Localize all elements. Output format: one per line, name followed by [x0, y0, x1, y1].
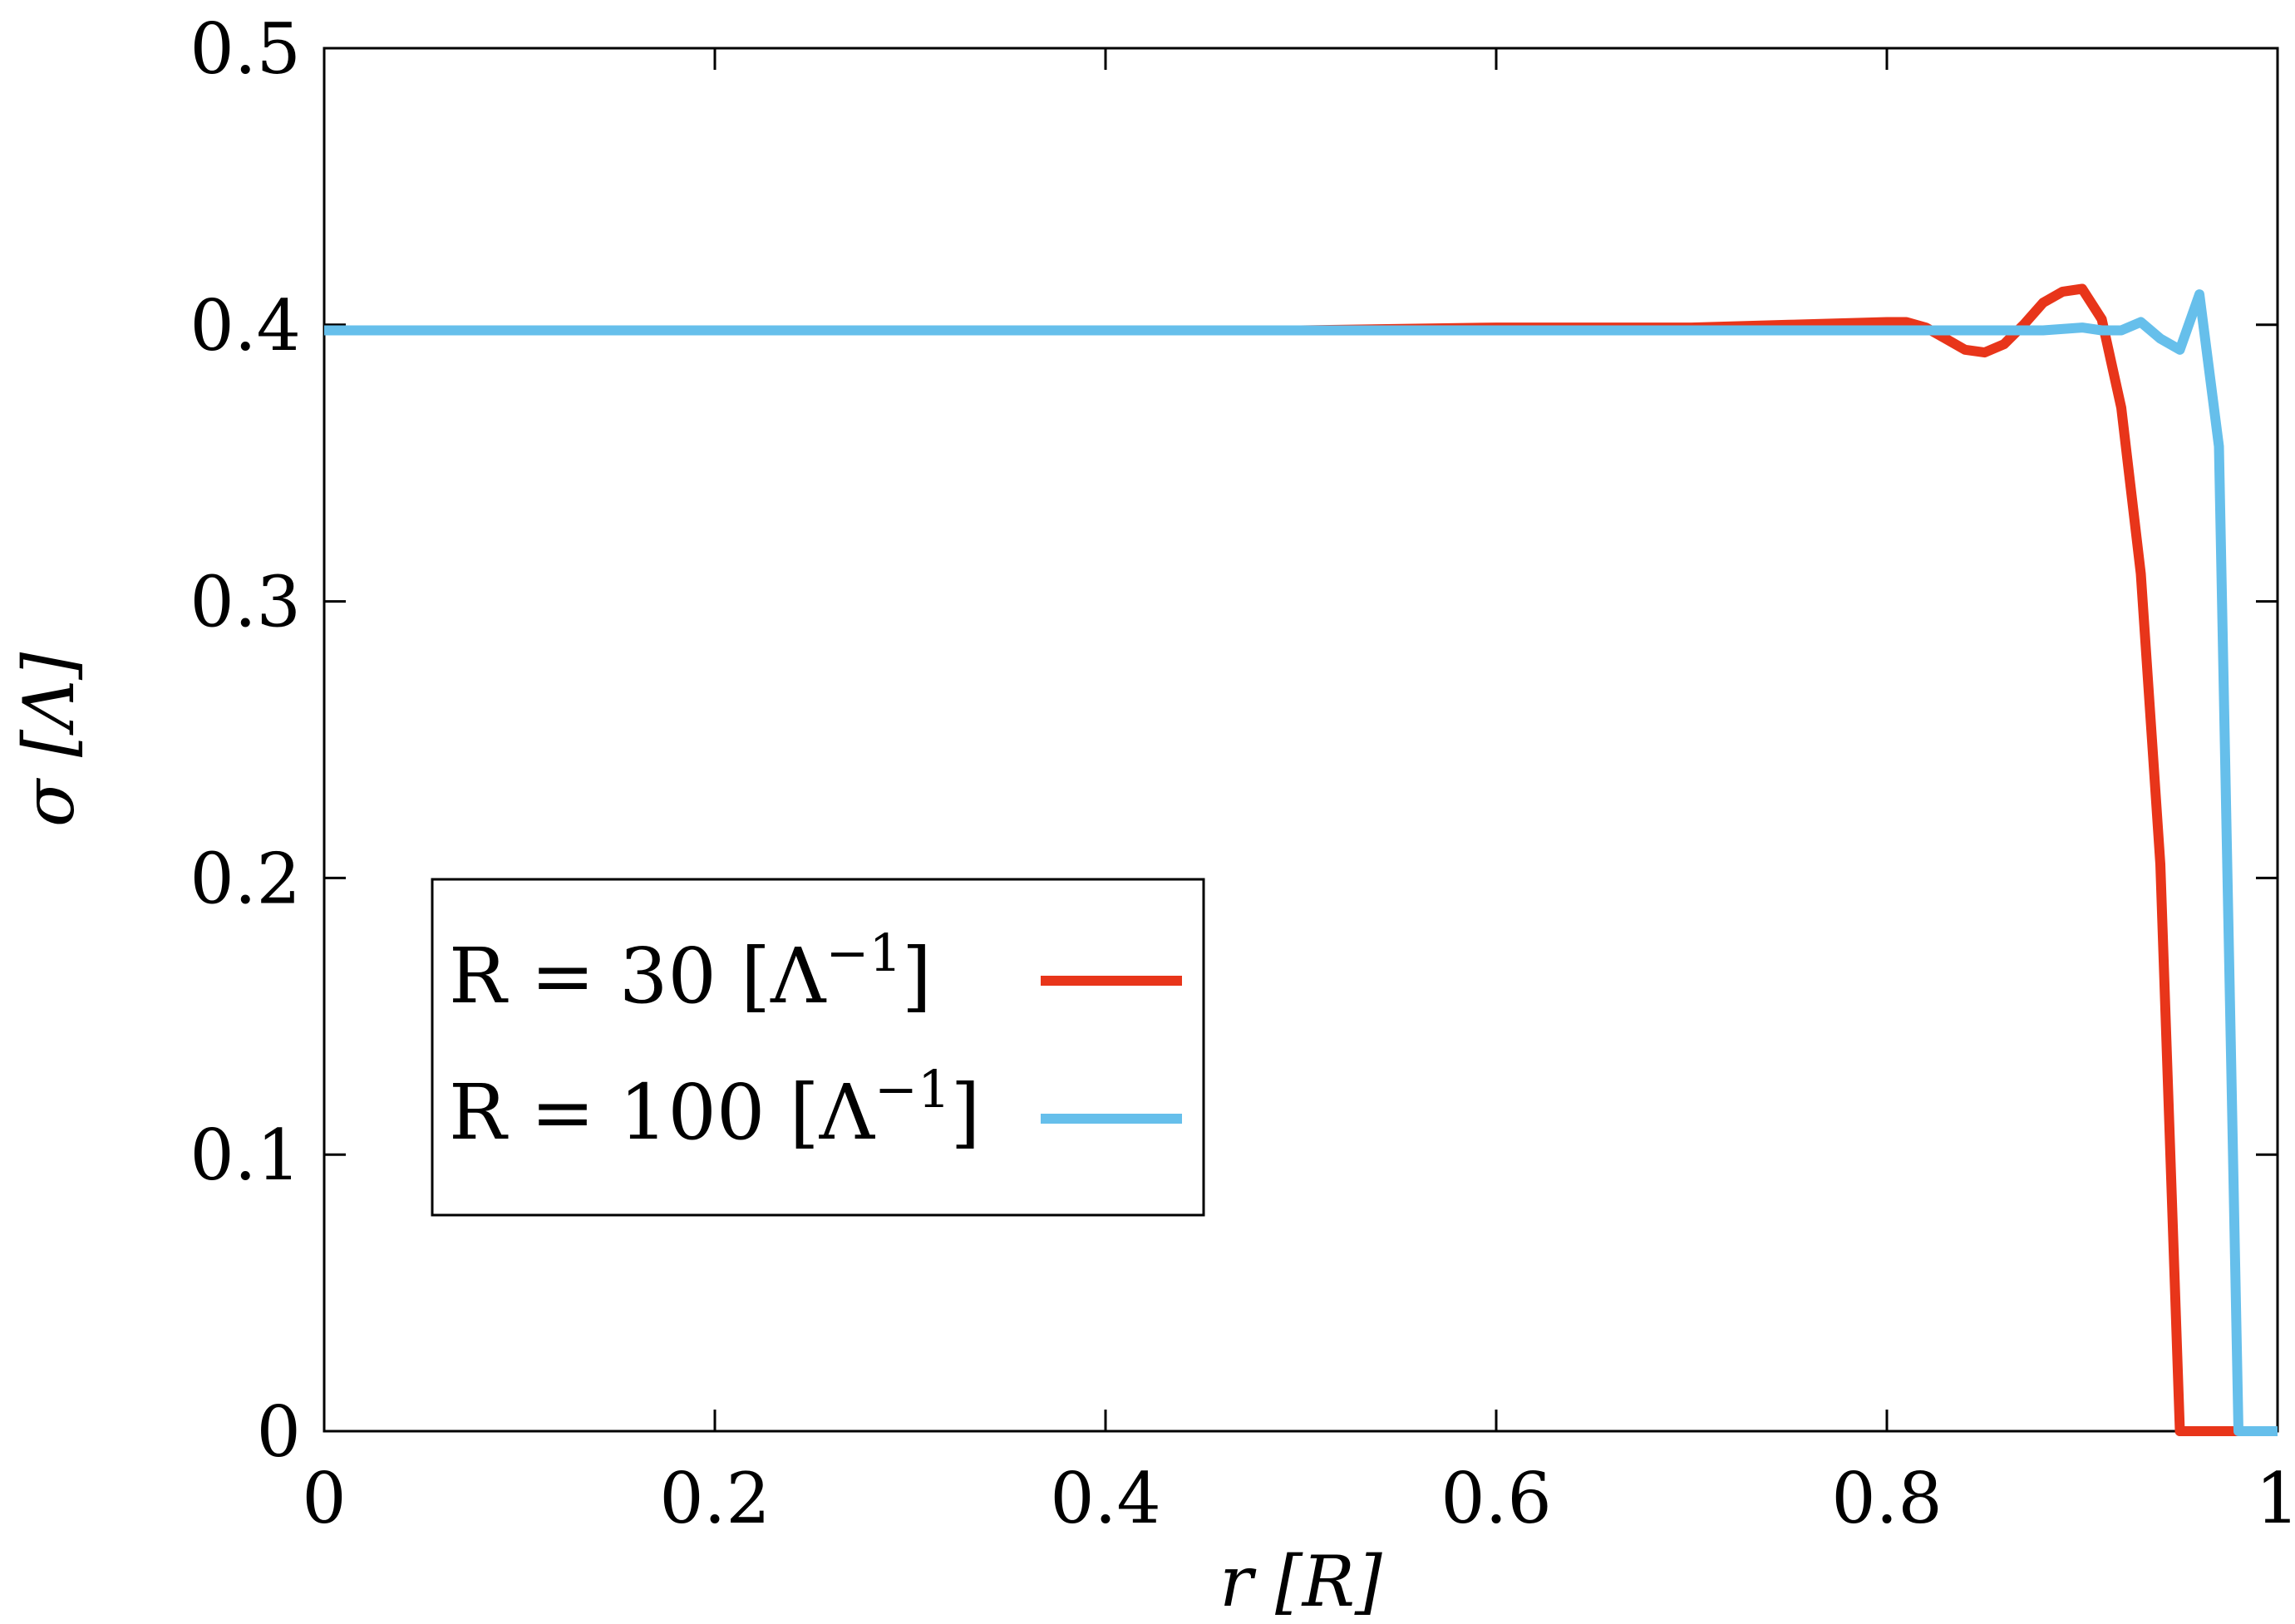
x-tick-label: 0.6 — [1441, 1458, 1552, 1539]
legend-box — [431, 878, 1205, 1217]
legend-label-r100: R = 100 [Λ−1] — [449, 1059, 980, 1157]
legend: R = 30 [Λ−1] R = 100 [Λ−1] — [431, 878, 1205, 1217]
x-tick-label: 0.2 — [659, 1458, 771, 1539]
x-tick-label: 1 — [2255, 1458, 2295, 1539]
legend-label-r100-main: R = 100 [Λ — [449, 1068, 876, 1157]
series-lines — [324, 283, 2278, 1436]
y-tick-label: 0.3 — [190, 562, 301, 643]
axis-tick-labels: 0 0.2 0.4 0.6 0.8 1 0 0.1 0.2 0.3 0.4 0.5 — [190, 8, 2295, 1539]
legend-label-r30-main: R = 30 [Λ — [449, 932, 827, 1021]
y-tick-label: 0.5 — [190, 8, 301, 90]
x-axis-label: r [R] — [1219, 1541, 1382, 1622]
legend-label-r30: R = 30 [Λ−1] — [449, 923, 932, 1021]
legend-label-r30-close: ] — [902, 932, 932, 1021]
legend-label-r100-close: ] — [950, 1068, 980, 1157]
y-tick-label: 0.4 — [190, 285, 301, 367]
y-tick-label: 0 — [257, 1391, 301, 1473]
y-axis-label: σ [Λ] — [8, 652, 90, 827]
series-line-1 — [324, 289, 2278, 1436]
y-tick-label: 0.1 — [190, 1115, 301, 1196]
x-tick-label: 0.8 — [1831, 1458, 1943, 1539]
x-tick-label: 0.4 — [1050, 1458, 1161, 1539]
x-tick-label: 0 — [302, 1458, 346, 1539]
legend-label-r100-sup: −1 — [874, 1059, 950, 1120]
y-tick-label: 0.2 — [190, 838, 301, 919]
plot-frame — [323, 47, 2279, 1433]
legend-label-r30-sup: −1 — [826, 923, 902, 983]
